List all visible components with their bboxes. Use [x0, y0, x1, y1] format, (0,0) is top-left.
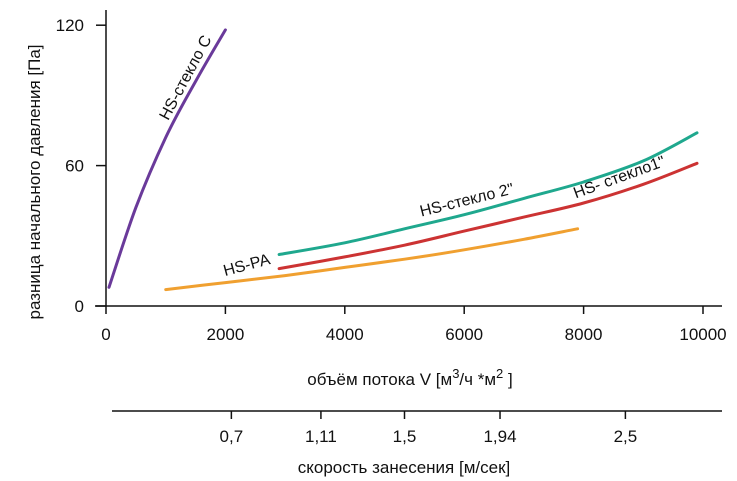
x-axis-title-suffix: ]: [503, 370, 512, 389]
secondary-x-tick-label: 1,11: [305, 427, 337, 446]
y-tick-label: 120: [56, 16, 84, 35]
series-label-hs-pa: HS-PA: [222, 251, 273, 280]
x-tick-label: 4000: [326, 325, 364, 344]
x-axis-title: объём потока V [м3/ч *м2 ]: [307, 366, 512, 389]
series-line-hs-glass-2in: [277, 131, 699, 256]
x-tick-label: 6000: [445, 325, 483, 344]
secondary-x-tick-label: 2,5: [614, 427, 638, 446]
secondary-x-ticks: 0,7 1,11 1,5 1,94 2,5: [220, 411, 638, 446]
primary-x-axis: 0 2000 4000 6000 8000 10000: [95, 305, 727, 344]
x-axis-title-sup2: 2: [496, 366, 503, 381]
secondary-x-axis-title: скорость занесения [м/сек]: [298, 458, 510, 477]
x-axis-title-prefix: объём потока V [м: [307, 370, 452, 389]
series-lines: [107, 28, 699, 292]
series-line-hs-glass-1in: [277, 161, 699, 271]
y-tick-label: 0: [75, 297, 84, 316]
series-label-hs-glass-1in: HS- стекло1": [571, 153, 667, 202]
y-tick-label: 60: [65, 157, 84, 176]
secondary-x-tick-label: 1,94: [483, 427, 516, 446]
secondary-x-axis: 0,7 1,11 1,5 1,94 2,5: [112, 410, 722, 446]
x-axis-title-sup1: 3: [452, 366, 459, 381]
x-tick-label: 8000: [565, 325, 603, 344]
secondary-x-tick-label: 1,5: [393, 427, 417, 446]
x-tick-label: 10000: [679, 325, 726, 344]
x-tick-label: 2000: [206, 325, 244, 344]
series-line-hs-glass-c: [107, 28, 227, 289]
x-axis-title-mid: /ч *м: [459, 370, 496, 389]
x-ticks: 0 2000 4000 6000 8000 10000: [101, 306, 727, 344]
y-axis: 0 60 120: [56, 10, 107, 316]
series-label-hs-glass-c: HS-стекло C: [157, 33, 216, 123]
x-tick-label: 0: [101, 325, 110, 344]
series-line-hs-pa: [164, 227, 580, 292]
y-axis-title: разница начального давления [Па]: [25, 44, 44, 319]
y-ticks: 0 60 120: [56, 16, 106, 316]
secondary-x-tick-label: 0,7: [220, 427, 244, 446]
